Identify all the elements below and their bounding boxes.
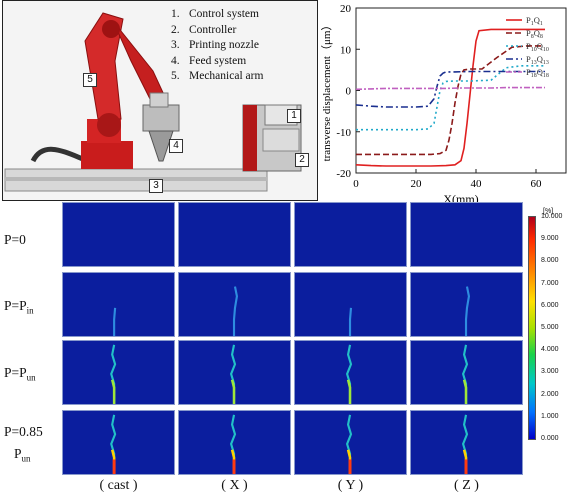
crack-path-core (110, 379, 116, 404)
colorbar-tick-label: 10.000 (541, 213, 563, 220)
contour-cell (410, 202, 523, 267)
contour-cell (294, 340, 407, 405)
col-label-cast: ( cast ) (99, 478, 138, 493)
crack-contour (232, 286, 239, 336)
contour-cell (178, 202, 291, 267)
y-tick-label: 10 (340, 44, 352, 56)
series-line-p1q1 (355, 28, 545, 167)
crack-contour (229, 414, 237, 474)
x-tick-label: 40 (471, 178, 483, 190)
colorbar-tick-label: 8.000 (541, 257, 559, 265)
contour-cell (410, 272, 523, 337)
callout-mechanical-arm: 5 (83, 73, 97, 87)
crack-contour (345, 414, 353, 474)
printer-illustration (4, 12, 302, 192)
crack-path-core (346, 379, 352, 404)
crack-contour (411, 203, 522, 266)
legend-entry: P13Q13 (526, 54, 549, 66)
crack-contour (113, 307, 117, 336)
y-tick-label: 0 (346, 86, 352, 98)
legend-item: 1. Control system (171, 8, 259, 20)
crack-contour (63, 203, 174, 266)
contour-cell (62, 202, 175, 267)
row-label-p0: P=0 (4, 232, 26, 247)
x-tick-label: 0 (353, 178, 359, 190)
colorbar (528, 216, 536, 440)
legend-entry: P18Q18 (526, 67, 549, 79)
y-tick-label: -20 (336, 168, 351, 180)
contour-cell (178, 340, 291, 405)
callout-printing-nozzle: 3 (149, 179, 163, 193)
contour-cell (410, 410, 523, 475)
legend-item: 2. Controller (171, 23, 237, 36)
crack-contour (461, 344, 469, 404)
callout-feed-system: 4 (169, 139, 183, 153)
crack-contour (348, 307, 353, 336)
contour-cell (62, 410, 175, 475)
callout-controller: 2 (295, 153, 309, 167)
crack-contour (461, 414, 469, 474)
colorbar-tick-label: 4.000 (541, 346, 559, 354)
contour-cell (62, 340, 175, 405)
row-label-085pun: P=0.85 (4, 424, 43, 439)
crack-path (232, 286, 239, 336)
colorbar-tick-label: 2.000 (541, 390, 559, 398)
contour-cell (294, 410, 407, 475)
crack-path-core (230, 379, 236, 404)
series-line-p8q8 (356, 45, 542, 156)
x-tick-label: 60 (531, 178, 543, 190)
row-label-pun: P=Pun (4, 365, 36, 383)
y-axis-label: transverse displacement（μm） (320, 20, 333, 162)
colorbar-tick-label: 1.000 (541, 412, 559, 420)
crack-contour (295, 203, 406, 266)
y-tick-label: 20 (340, 3, 352, 15)
contour-cell (178, 410, 291, 475)
col-label-z: ( Z ) (454, 478, 479, 493)
colorbar-tick-label: 7.000 (541, 279, 559, 287)
colorbar-title: [%] (543, 208, 554, 215)
y-tick-label: -10 (336, 127, 351, 139)
crack-contour (464, 286, 471, 336)
legend-item: 4. Feed system (171, 54, 247, 67)
row-label-pin: P=Pin (4, 298, 34, 316)
colorbar-tick-label: 9.000 (541, 235, 559, 243)
printer-photo-panel: 1. Control system 2. Controller 3. Printing… (2, 0, 318, 201)
colorbar-tick-label: 5.000 (541, 324, 559, 331)
callout-control-system: 1 (287, 109, 301, 123)
component-legend: 1. Control system 2. Controller 3. Printing… (171, 7, 263, 85)
col-label-x: ( X ) (221, 478, 248, 493)
crack-contour (110, 414, 117, 474)
legend-entry: P10Q10 (526, 41, 549, 53)
crack-path-core (462, 379, 468, 404)
x-tick-label: 20 (411, 178, 423, 190)
colorbar-tick-label: 3.000 (541, 368, 559, 376)
contour-cell (410, 340, 523, 405)
legend-item: 5. Mechanical arm (171, 70, 264, 82)
crack-path (113, 307, 117, 336)
row-label-085pun-line2: Pun (14, 446, 31, 464)
crack-contour (229, 344, 237, 404)
series-line-p10q10 (356, 65, 545, 131)
contour-cell (294, 272, 407, 337)
legend-entry: P1Q1 (526, 15, 543, 27)
crack-path (348, 307, 353, 336)
colorbar-tick-label: 0.000 (541, 435, 559, 442)
contour-cell (62, 272, 175, 337)
crack-contour (345, 344, 353, 404)
series-line-p18q18 (355, 86, 545, 91)
legend-entry: P8Q8 (526, 28, 543, 40)
displacement-chart: 20 10 0 -10 -20 0 20 40 60 X(mm) transverse displa… (318, 0, 581, 210)
legend-item: 3. Printing nozzle (171, 39, 259, 51)
crack-path (464, 286, 471, 336)
contour-cell (294, 202, 407, 267)
contour-cell (178, 272, 291, 337)
col-label-y: ( Y ) (337, 478, 364, 493)
crack-contour (179, 203, 290, 266)
colorbar-tick-label: 6.000 (541, 301, 559, 309)
crack-contour (110, 344, 117, 404)
